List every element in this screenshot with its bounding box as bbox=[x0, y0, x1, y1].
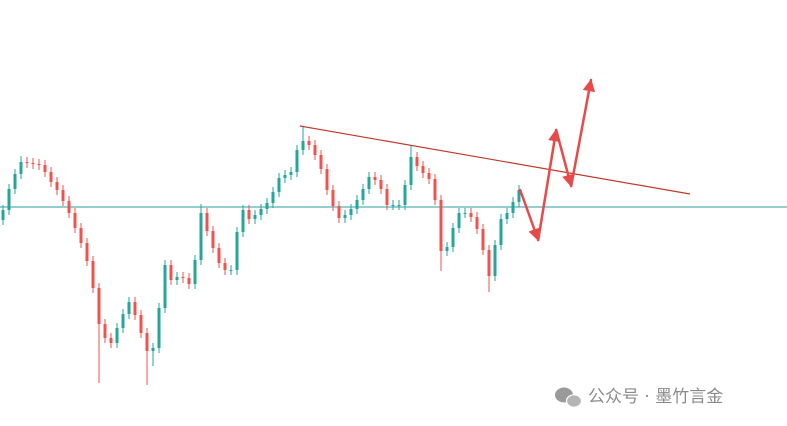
candle-body bbox=[67, 201, 71, 213]
candle-body bbox=[169, 265, 173, 280]
candle-body bbox=[127, 302, 131, 314]
candle-body bbox=[355, 200, 359, 209]
watermark: 公众号 · 墨竹言金 bbox=[588, 387, 723, 407]
candle-body bbox=[73, 213, 77, 228]
candle-body bbox=[517, 190, 521, 202]
candle-body bbox=[211, 231, 215, 248]
candle-body bbox=[391, 205, 395, 206]
candle-body bbox=[349, 209, 353, 215]
candle-body bbox=[247, 210, 251, 219]
candle-body bbox=[295, 150, 299, 172]
candle-body bbox=[121, 314, 125, 328]
candle-body bbox=[457, 213, 461, 228]
candle-body bbox=[265, 203, 269, 209]
candle-body bbox=[289, 172, 293, 175]
candle-body bbox=[301, 141, 305, 150]
candle-body bbox=[397, 205, 401, 206]
candle-body bbox=[163, 265, 167, 308]
candle-body bbox=[499, 219, 503, 245]
candle-body bbox=[49, 172, 53, 182]
candle-body bbox=[403, 185, 407, 205]
candle-body bbox=[481, 229, 485, 250]
candle-body bbox=[175, 277, 179, 280]
candle-body bbox=[25, 162, 29, 163]
candle-body bbox=[91, 261, 95, 288]
plot bbox=[0, 78, 787, 385]
candle-body bbox=[19, 162, 23, 174]
candle-body bbox=[217, 248, 221, 263]
candle-body bbox=[331, 190, 335, 206]
candle-body bbox=[37, 164, 41, 165]
candle-body bbox=[103, 324, 107, 338]
projection-arrow bbox=[518, 188, 541, 242]
candle-body bbox=[511, 202, 515, 213]
candle-body bbox=[415, 157, 419, 166]
candle-body bbox=[487, 250, 491, 276]
candle-body bbox=[229, 270, 233, 271]
candle-body bbox=[463, 213, 467, 214]
candle-body bbox=[493, 245, 497, 276]
candle-body bbox=[109, 338, 113, 343]
candle-body bbox=[193, 260, 197, 284]
candle-body bbox=[7, 189, 11, 210]
trend-line bbox=[299, 125, 691, 195]
candle-body bbox=[475, 217, 479, 229]
wechat-icon bbox=[555, 387, 583, 408]
candle-body bbox=[199, 213, 203, 260]
candle-body bbox=[409, 157, 413, 185]
candle-body bbox=[337, 206, 341, 218]
candle-body bbox=[379, 180, 383, 189]
candle-body bbox=[31, 163, 35, 164]
candle-body bbox=[13, 174, 17, 189]
candle-body bbox=[361, 189, 365, 200]
candle-body bbox=[241, 210, 245, 232]
candle-body bbox=[325, 169, 329, 190]
candle-body bbox=[319, 155, 323, 169]
candle-body bbox=[157, 308, 161, 348]
candle-body bbox=[445, 247, 449, 251]
candle-body bbox=[79, 228, 83, 243]
candle-body bbox=[439, 200, 443, 251]
candle-body bbox=[433, 179, 437, 200]
candle-body bbox=[181, 277, 185, 278]
projection-arrow bbox=[554, 128, 575, 188]
projection-arrow bbox=[536, 128, 561, 242]
candle-body bbox=[313, 145, 317, 155]
candle-body bbox=[253, 215, 257, 219]
candle-body bbox=[367, 177, 371, 189]
candle-body bbox=[133, 302, 137, 315]
candle-body bbox=[343, 215, 347, 218]
candle-body bbox=[223, 263, 227, 270]
candle-body bbox=[271, 192, 275, 203]
candle-body bbox=[43, 165, 47, 172]
candle-body bbox=[61, 190, 65, 201]
candle-body bbox=[505, 213, 509, 219]
projection-arrow bbox=[569, 78, 596, 188]
candle-body bbox=[1, 210, 5, 220]
candle-body bbox=[85, 243, 89, 261]
candle-body bbox=[145, 333, 149, 351]
candle-body bbox=[421, 166, 425, 173]
candle-body bbox=[205, 213, 209, 231]
candle-body bbox=[469, 213, 473, 217]
candle-body bbox=[115, 328, 119, 343]
candle-body bbox=[277, 178, 281, 192]
candle-body bbox=[259, 209, 263, 215]
candle-body bbox=[307, 141, 311, 145]
candle-body bbox=[283, 175, 287, 178]
candle-body bbox=[97, 288, 101, 324]
candle-body bbox=[139, 315, 143, 333]
candle-body bbox=[187, 278, 191, 284]
candle-body bbox=[385, 189, 389, 205]
candle-body bbox=[427, 173, 431, 179]
candle-body bbox=[151, 348, 155, 351]
candle-body bbox=[235, 232, 239, 270]
candle-body bbox=[55, 182, 59, 190]
candle-body bbox=[373, 177, 377, 180]
candle-body bbox=[451, 228, 455, 247]
